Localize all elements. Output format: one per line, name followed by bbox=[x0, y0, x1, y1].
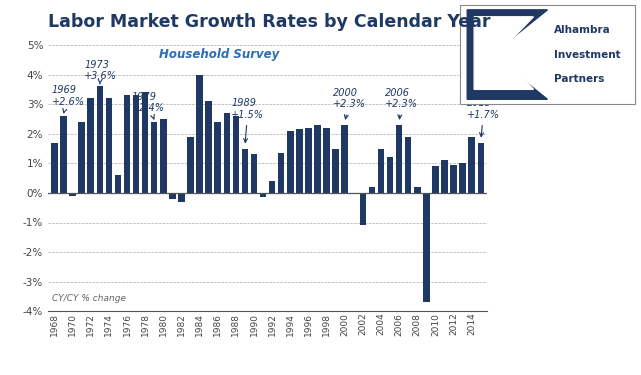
Bar bbox=[242, 148, 248, 193]
Bar bbox=[369, 187, 375, 193]
Bar bbox=[178, 193, 185, 202]
Text: 2000
+2.3%: 2000 +2.3% bbox=[333, 88, 366, 119]
Bar bbox=[224, 113, 230, 193]
Bar bbox=[451, 165, 457, 193]
Text: CY/CY % change: CY/CY % change bbox=[53, 294, 126, 303]
Text: Partners: Partners bbox=[554, 74, 604, 84]
Bar bbox=[169, 193, 176, 199]
Bar bbox=[133, 95, 139, 193]
Bar bbox=[305, 128, 312, 193]
Bar bbox=[87, 98, 94, 193]
Text: 2015
+1.7%: 2015 +1.7% bbox=[467, 98, 500, 136]
Bar bbox=[269, 181, 276, 193]
Bar bbox=[323, 128, 330, 193]
Text: 1969
+2.6%: 1969 +2.6% bbox=[52, 85, 85, 113]
Bar bbox=[414, 187, 420, 193]
Text: 1989
+1.5%: 1989 +1.5% bbox=[231, 98, 264, 142]
Bar bbox=[97, 86, 103, 193]
Bar bbox=[287, 131, 294, 193]
Bar bbox=[460, 164, 466, 193]
Bar bbox=[342, 125, 348, 193]
Bar bbox=[115, 175, 121, 193]
Text: Investment: Investment bbox=[554, 50, 621, 60]
Text: Labor Market Growth Rates by Calendar Year: Labor Market Growth Rates by Calendar Ye… bbox=[48, 13, 490, 31]
Bar bbox=[106, 98, 112, 193]
Bar bbox=[215, 122, 221, 193]
Bar bbox=[396, 125, 403, 193]
Bar bbox=[124, 95, 130, 193]
Bar bbox=[478, 142, 484, 193]
Bar bbox=[423, 193, 429, 302]
Text: 2006
+2.3%: 2006 +2.3% bbox=[385, 88, 418, 119]
Bar bbox=[78, 122, 85, 193]
Bar bbox=[51, 142, 58, 193]
Polygon shape bbox=[474, 17, 533, 89]
Text: 1973
+3.6%: 1973 +3.6% bbox=[85, 60, 117, 84]
Bar bbox=[378, 148, 385, 193]
Bar bbox=[351, 193, 357, 194]
Bar bbox=[151, 122, 158, 193]
Bar bbox=[314, 125, 320, 193]
Bar bbox=[469, 137, 475, 193]
Bar bbox=[205, 101, 212, 193]
Bar bbox=[333, 148, 339, 193]
Bar bbox=[278, 153, 285, 193]
Polygon shape bbox=[467, 10, 547, 99]
Text: Household Survey: Household Survey bbox=[159, 48, 279, 61]
Bar bbox=[196, 75, 203, 193]
Bar bbox=[187, 137, 194, 193]
Text: 1979
+2.4%: 1979 +2.4% bbox=[131, 92, 165, 119]
Bar bbox=[251, 154, 257, 193]
Bar bbox=[260, 193, 267, 197]
Bar bbox=[142, 92, 149, 193]
Bar bbox=[441, 160, 448, 193]
Bar bbox=[160, 119, 167, 193]
Bar bbox=[60, 116, 67, 193]
Bar bbox=[69, 193, 76, 196]
Text: Alhambra: Alhambra bbox=[554, 25, 611, 35]
Bar bbox=[405, 137, 412, 193]
Bar bbox=[233, 116, 239, 193]
Bar bbox=[432, 166, 438, 193]
Bar bbox=[387, 158, 394, 193]
Bar bbox=[360, 193, 366, 225]
Bar bbox=[296, 129, 303, 193]
